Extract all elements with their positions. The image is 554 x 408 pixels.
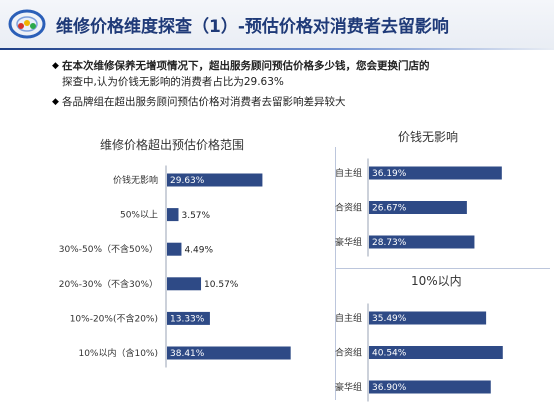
page-title: 维修价格维度探查（1）-预估价格对消费者去留影响	[56, 17, 449, 37]
c3-value-label: 35.49%	[372, 314, 407, 324]
c3-bar	[369, 380, 491, 394]
c2-category-label: 自主组	[335, 167, 362, 179]
bullet-list: ◆ 在本次维修保养无增项情况下，超出服务顾问预估价格多少钱，您会更换门店的 探查…	[52, 58, 532, 110]
c2-value-label: 26.67%	[372, 204, 407, 214]
c3-bar	[369, 346, 503, 359]
chart-3-title: 10%以内	[411, 274, 462, 288]
c1-value-label: 29.63%	[170, 176, 205, 186]
c1-value-label: 38.41%	[170, 349, 205, 359]
c3-value-label: 36.90%	[372, 383, 407, 393]
c1-bar	[167, 242, 182, 256]
bullet-2-text: 各品牌组在超出服务顾问预估价格对消费者去留影响差异较大	[62, 96, 346, 108]
c1-category-label: 50%以上	[120, 210, 158, 221]
header-divider	[0, 48, 554, 50]
c1-bar	[167, 346, 291, 360]
vertical-divider	[335, 147, 336, 400]
c2-value-label: 36.19%	[372, 169, 407, 179]
c1-category-label: 30%-50%（不含50%）	[59, 243, 158, 255]
c2-category-label: 豪华组	[335, 236, 362, 248]
c1-bar	[167, 277, 202, 291]
c2-bar	[369, 201, 467, 214]
c1-value-label: 3.57%	[181, 211, 210, 221]
c1-bar	[167, 208, 179, 222]
bullet-item-1: ◆ 在本次维修保养无增项情况下，超出服务顾问预估价格多少钱，您会更换门店的 探查…	[52, 58, 532, 90]
c3-bar	[369, 311, 487, 325]
c3-category-label: 自主组	[335, 312, 362, 324]
c3-category-label: 合资组	[335, 347, 362, 359]
brand-logo-icon	[8, 9, 46, 39]
c2-category-label: 合资组	[335, 202, 362, 214]
c2-bar	[369, 166, 502, 180]
c1-bar	[167, 173, 263, 187]
c2-value-label: 28.73%	[372, 238, 407, 248]
c1-category-label: 10%-20%(不含20%)	[70, 312, 158, 324]
chart-1-title: 维修价格超出预估价格范围	[100, 138, 245, 152]
diamond-bullet-icon: ◆	[52, 61, 59, 71]
c3-category-label: 豪华组	[335, 381, 362, 393]
c2-bar	[369, 235, 475, 249]
c1-category-label: 价钱无影响	[113, 174, 158, 186]
diamond-bullet-icon: ◆	[52, 97, 59, 107]
horizontal-divider	[335, 268, 550, 269]
c1-value-label: 4.49%	[184, 245, 213, 255]
c1-bar	[167, 311, 210, 325]
c1-value-label: 13.33%	[170, 315, 205, 325]
c1-value-label: 10.57%	[204, 280, 239, 290]
chart-2-title: 价钱无影响	[398, 130, 459, 144]
header-background	[0, 0, 554, 50]
c3-value-label: 40.54%	[372, 349, 407, 359]
c1-category-label: 20%-30%（不含30%）	[59, 278, 158, 290]
bullet-1-normal-text: 探查中,认为价钱无影响的消费者占比为29.63%	[62, 76, 284, 88]
c1-category-label: 10%以内（含10%)	[78, 347, 158, 359]
bullet-1-bold-text: 在本次维修保养无增项情况下，超出服务顾问预估价格多少钱，您会更换门店的	[62, 60, 430, 72]
bullet-item-2: ◆ 各品牌组在超出服务顾问预估价格对消费者去留影响差异较大	[52, 94, 532, 110]
